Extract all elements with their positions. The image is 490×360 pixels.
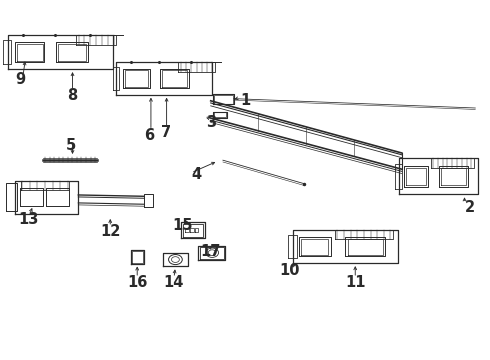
Text: 7: 7 — [161, 125, 171, 140]
Text: 15: 15 — [172, 218, 193, 233]
Text: 16: 16 — [127, 275, 147, 290]
Text: 9: 9 — [16, 72, 25, 87]
Polygon shape — [144, 194, 153, 207]
Text: 13: 13 — [18, 212, 39, 227]
Circle shape — [172, 257, 179, 262]
Polygon shape — [293, 230, 398, 263]
Polygon shape — [213, 112, 227, 118]
Polygon shape — [117, 62, 212, 95]
Text: 3: 3 — [206, 115, 216, 130]
Polygon shape — [181, 222, 205, 238]
Polygon shape — [399, 158, 478, 194]
Text: 10: 10 — [279, 263, 299, 278]
Polygon shape — [198, 246, 225, 260]
Text: 17: 17 — [200, 244, 221, 259]
Polygon shape — [6, 183, 17, 211]
Text: 4: 4 — [191, 167, 201, 182]
Text: 1: 1 — [240, 93, 250, 108]
Text: 2: 2 — [465, 199, 475, 215]
Text: 11: 11 — [345, 275, 366, 290]
Polygon shape — [15, 181, 78, 214]
Text: 12: 12 — [100, 224, 121, 239]
Text: 8: 8 — [68, 88, 77, 103]
Text: 14: 14 — [164, 275, 184, 290]
Text: 6: 6 — [145, 127, 154, 143]
Text: 5: 5 — [66, 138, 76, 153]
Polygon shape — [8, 35, 113, 69]
Polygon shape — [213, 94, 234, 104]
Polygon shape — [163, 253, 188, 266]
Polygon shape — [131, 250, 144, 264]
